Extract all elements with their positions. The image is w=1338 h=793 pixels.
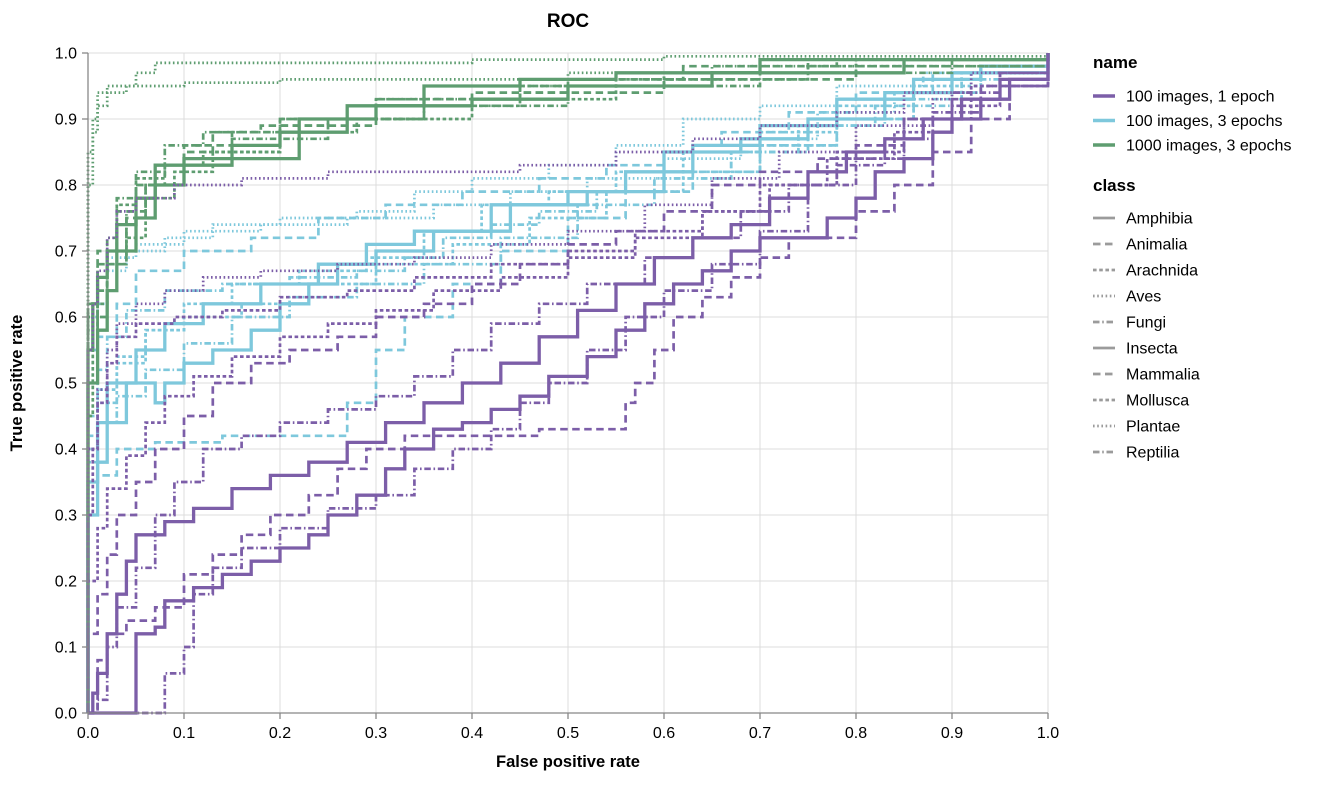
legend-name-label: 100 images, 3 epochs [1126, 113, 1283, 130]
roc-curve-animalia-100-images-1-epoch [86, 53, 1050, 713]
roc-curve-plantae-100-images-1-epoch [86, 53, 1050, 713]
roc-curve-mollusca-100-images-3-epochs [86, 53, 1050, 713]
x-tick-label: 0.9 [941, 725, 963, 742]
roc-curve-fungi-100-images-3-epochs [86, 53, 1050, 713]
roc-curve-insecta-100-images-1-epoch [88, 53, 1050, 715]
roc-curve-plantae-100-images-3-epochs [86, 53, 1050, 713]
roc-curve-fungi-1000-images-3-epochs [86, 53, 1050, 713]
legend-class-label: Animalia [1126, 237, 1187, 254]
roc-curve-mollusca-100-images-1-epoch [86, 53, 1050, 713]
legend-class-label: Aves [1126, 289, 1161, 306]
roc-curve-reptilia-100-images-3-epochs [86, 53, 1050, 713]
y-tick-label: 0.4 [55, 442, 77, 459]
legend-class-label: Fungi [1126, 315, 1166, 332]
gridlines [87, 52, 1049, 714]
roc-curve-insecta-100-images-3-epochs [86, 53, 1050, 713]
roc-curve-mammalia-100-images-1-epoch [88, 53, 1050, 715]
x-tick-label: 1.0 [1037, 725, 1059, 742]
y-tick-label: 0.9 [55, 112, 77, 129]
roc-curve-aves-1000-images-3-epochs [86, 53, 1050, 713]
x-tick-label: 0.1 [173, 725, 195, 742]
y-tick-label: 0.1 [55, 640, 77, 657]
x-tick-label: 0.3 [365, 725, 387, 742]
legend-class-header: class [1093, 176, 1136, 195]
x-tick-label: 0.2 [269, 725, 291, 742]
roc-curves [86, 53, 1050, 715]
roc-curve-aves-100-images-1-epoch [86, 53, 1050, 713]
x-axis-title: False positive rate [496, 753, 640, 771]
legend-class-label: Mollusca [1126, 393, 1189, 410]
legend: name 100 images, 1 epoch 100 images, 3 epo… [1093, 53, 1291, 462]
x-tick-label: 0.5 [557, 725, 579, 742]
legend-class-label: Arachnida [1126, 263, 1198, 280]
legend-name-header: name [1093, 53, 1137, 72]
y-tick-label: 0.0 [55, 706, 77, 723]
legend-name-label: 1000 images, 3 epochs [1126, 138, 1291, 155]
y-tick-label: 1.0 [55, 46, 77, 63]
legend-class-label: Mammalia [1126, 367, 1200, 384]
x-tick-label: 0.7 [749, 725, 771, 742]
legend-class-label: Plantae [1126, 419, 1180, 436]
roc-curve-mollusca-1000-images-3-epochs [86, 53, 1050, 713]
x-tick-label: 0.0 [77, 725, 99, 742]
roc-curve-reptilia-1000-images-3-epochs [86, 53, 1050, 713]
legend-class-label: Reptilia [1126, 445, 1179, 462]
roc-curve-reptilia-100-images-1-epoch [88, 53, 1050, 715]
legend-name-label: 100 images, 1 epoch [1126, 89, 1275, 106]
axes: 0.0 0.1 0.2 0.3 0.4 0.5 0.6 0.7 0.8 0.9 1.0 0.0 0.1 0… [55, 46, 1059, 743]
y-tick-label: 0.6 [55, 310, 77, 327]
y-tick-label: 0.7 [55, 244, 77, 261]
legend-class-label: Insecta [1126, 341, 1178, 358]
y-tick-label: 0.8 [55, 178, 77, 195]
y-tick-label: 0.5 [55, 376, 77, 393]
roc-curve-mammalia-100-images-3-epochs [86, 53, 1050, 713]
x-tick-label: 0.6 [653, 725, 675, 742]
y-tick-label: 0.2 [55, 574, 77, 591]
y-axis-title: True positive rate [8, 315, 26, 452]
x-tick-label: 0.8 [845, 725, 867, 742]
roc-curve-fungi-100-images-1-epoch [88, 53, 1050, 715]
y-tick-label: 0.3 [55, 508, 77, 525]
legend-class-label: Amphibia [1126, 211, 1193, 228]
x-tick-label: 0.4 [461, 725, 483, 742]
chart-title: ROC [547, 11, 590, 32]
